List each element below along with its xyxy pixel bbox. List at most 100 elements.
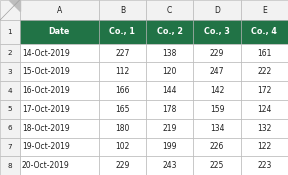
Text: E: E — [262, 6, 267, 15]
Bar — [20, 0, 99, 20]
Bar — [146, 119, 194, 138]
Bar — [20, 100, 99, 119]
Bar — [0, 81, 20, 100]
Bar — [0, 0, 20, 20]
Bar — [20, 20, 99, 44]
Text: B: B — [120, 6, 125, 15]
Bar — [99, 20, 146, 44]
Text: 7: 7 — [7, 144, 12, 150]
Text: Co., 2: Co., 2 — [157, 27, 183, 36]
Text: 124: 124 — [257, 105, 272, 114]
Bar — [241, 0, 288, 20]
Text: 2: 2 — [7, 50, 12, 56]
Bar — [194, 81, 241, 100]
Bar — [241, 138, 288, 156]
Text: 5: 5 — [7, 106, 12, 112]
Bar — [146, 156, 194, 175]
Text: 172: 172 — [257, 86, 272, 95]
Polygon shape — [9, 0, 20, 11]
Bar — [241, 20, 288, 44]
Text: 15-Oct-2019: 15-Oct-2019 — [22, 67, 70, 76]
Text: 122: 122 — [257, 142, 272, 151]
Bar — [0, 20, 20, 44]
Bar — [0, 119, 20, 138]
Text: 102: 102 — [115, 142, 130, 151]
Bar — [194, 100, 241, 119]
Text: 229: 229 — [210, 49, 224, 58]
Text: 166: 166 — [115, 86, 130, 95]
Text: Co., 1: Co., 1 — [109, 27, 135, 36]
Text: A: A — [56, 6, 62, 15]
Bar — [194, 138, 241, 156]
Text: 17-Oct-2019: 17-Oct-2019 — [22, 105, 70, 114]
Bar — [146, 100, 194, 119]
Text: 19-Oct-2019: 19-Oct-2019 — [22, 142, 70, 151]
Text: C: C — [167, 6, 172, 15]
Text: Date: Date — [48, 27, 70, 36]
Bar — [99, 62, 146, 81]
Text: 14-Oct-2019: 14-Oct-2019 — [22, 49, 70, 58]
Bar — [99, 100, 146, 119]
Text: 222: 222 — [257, 67, 272, 76]
Bar — [0, 44, 20, 62]
Text: 161: 161 — [257, 49, 272, 58]
Bar — [20, 62, 99, 81]
Text: 223: 223 — [257, 161, 272, 170]
Text: 134: 134 — [210, 124, 224, 133]
Text: 219: 219 — [162, 124, 177, 133]
Text: 132: 132 — [257, 124, 272, 133]
Bar — [146, 138, 194, 156]
Bar — [99, 156, 146, 175]
Bar — [146, 44, 194, 62]
Text: 20-Oct-2019: 20-Oct-2019 — [22, 161, 70, 170]
Text: Co., 4: Co., 4 — [251, 27, 277, 36]
Text: 199: 199 — [162, 142, 177, 151]
Bar — [194, 119, 241, 138]
Text: 226: 226 — [210, 142, 224, 151]
Text: Co., 3: Co., 3 — [204, 27, 230, 36]
Text: 144: 144 — [162, 86, 177, 95]
Text: 225: 225 — [210, 161, 224, 170]
Text: 16-Oct-2019: 16-Oct-2019 — [22, 86, 70, 95]
Bar — [194, 20, 241, 44]
Text: 165: 165 — [115, 105, 130, 114]
Bar — [99, 119, 146, 138]
Bar — [20, 81, 99, 100]
Bar — [241, 44, 288, 62]
Bar — [146, 20, 194, 44]
Text: 8: 8 — [7, 163, 12, 169]
Bar — [241, 62, 288, 81]
Bar — [0, 156, 20, 175]
Bar — [99, 0, 146, 20]
Bar — [20, 138, 99, 156]
Text: 180: 180 — [115, 124, 130, 133]
Bar — [0, 138, 20, 156]
Text: 138: 138 — [162, 49, 177, 58]
Bar — [20, 44, 99, 62]
Bar — [146, 0, 194, 20]
Bar — [194, 44, 241, 62]
Text: 159: 159 — [210, 105, 224, 114]
Bar — [194, 0, 241, 20]
Text: 142: 142 — [210, 86, 224, 95]
Bar — [241, 156, 288, 175]
Text: 247: 247 — [210, 67, 224, 76]
Text: 112: 112 — [115, 67, 130, 76]
Text: 227: 227 — [115, 49, 130, 58]
Bar — [194, 156, 241, 175]
Bar — [99, 138, 146, 156]
Text: 3: 3 — [7, 69, 12, 75]
Text: 229: 229 — [115, 161, 130, 170]
Bar — [146, 81, 194, 100]
Text: 18-Oct-2019: 18-Oct-2019 — [22, 124, 69, 133]
Bar — [99, 44, 146, 62]
Bar — [99, 81, 146, 100]
Bar — [241, 119, 288, 138]
Bar — [20, 156, 99, 175]
Text: 4: 4 — [7, 88, 12, 94]
Text: 6: 6 — [7, 125, 12, 131]
Text: D: D — [214, 6, 220, 15]
Text: 178: 178 — [162, 105, 177, 114]
Bar — [0, 100, 20, 119]
Bar — [241, 100, 288, 119]
